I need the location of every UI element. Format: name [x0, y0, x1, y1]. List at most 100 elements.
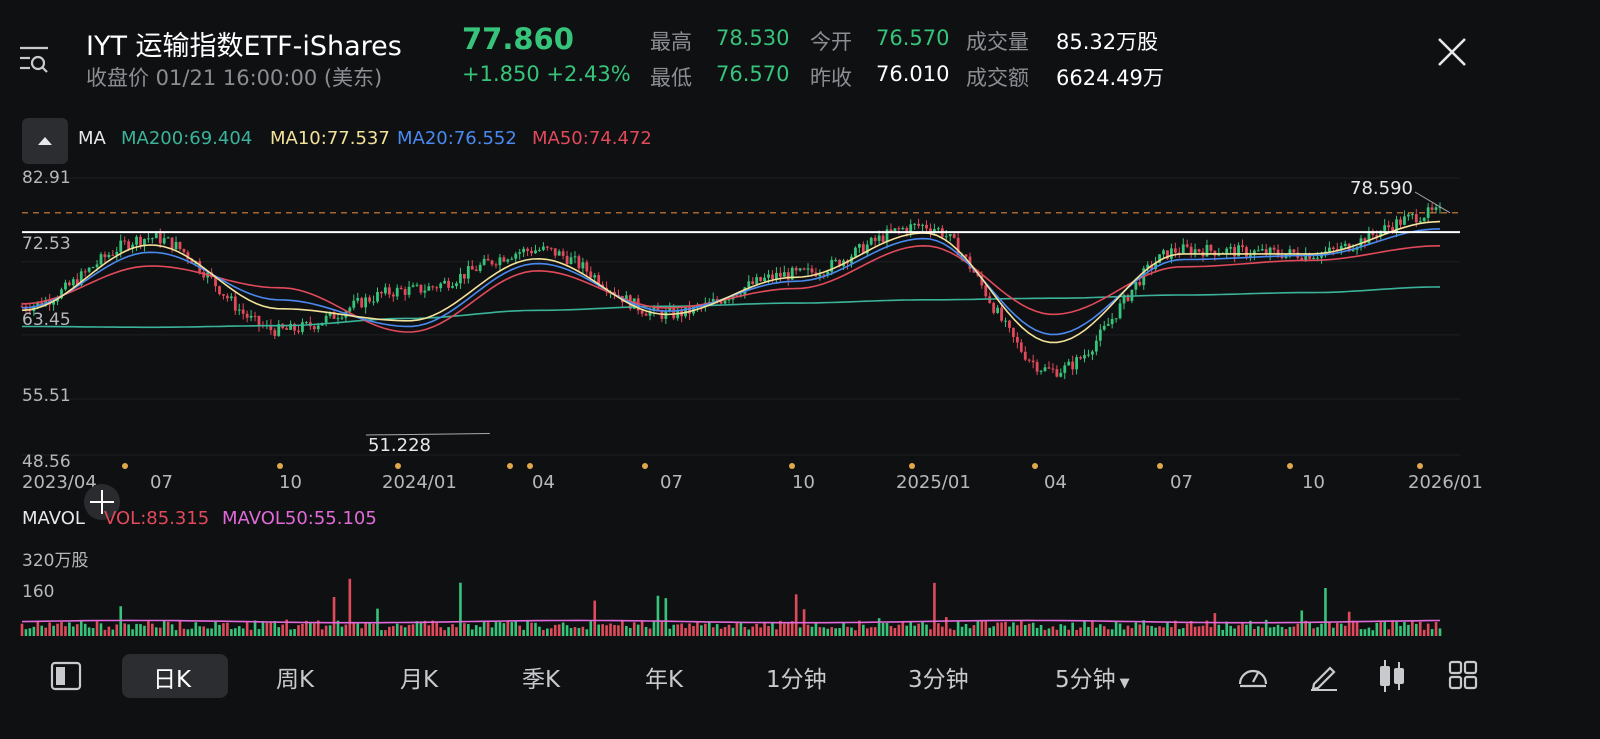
candlestick-icon[interactable] — [1376, 658, 1408, 694]
volume-bar — [143, 625, 146, 636]
volume-bar — [747, 629, 751, 636]
volume-bar — [249, 629, 253, 636]
candle-body — [719, 301, 723, 304]
volume-chart[interactable] — [0, 530, 1600, 640]
volume-bar — [40, 625, 44, 636]
volume-bar — [865, 628, 869, 636]
candle-body — [727, 299, 731, 301]
candle-body — [1102, 325, 1106, 330]
candle-body — [1114, 318, 1118, 320]
vol-axis-label: 160 — [22, 582, 55, 602]
candle-body — [944, 236, 948, 238]
volume-bar — [636, 624, 640, 636]
volume-bar — [147, 621, 150, 636]
candle-body — [466, 266, 470, 279]
volume-bar — [328, 625, 332, 636]
grid-icon[interactable] — [1448, 660, 1478, 690]
candle-body — [1043, 367, 1047, 371]
candle-body — [735, 295, 739, 297]
candle-body — [794, 267, 798, 271]
volume-bar — [1197, 626, 1201, 636]
sidebar-toggle-icon[interactable] — [50, 660, 82, 692]
volume-bar — [553, 624, 557, 636]
candle-body — [1000, 307, 1003, 321]
period-tab-day[interactable]: 日K — [153, 667, 192, 693]
period-tab-year[interactable]: 年K — [645, 667, 684, 693]
vol-value: VOL:85.315 — [104, 508, 210, 529]
period-tab-quarter[interactable]: 季K — [522, 667, 561, 693]
volume-bar — [783, 623, 786, 636]
volume-bar — [1043, 629, 1047, 636]
volume-bar — [1430, 629, 1434, 636]
period-tab-1min[interactable]: 1分钟 — [766, 667, 827, 693]
date-axis-label: 04 — [1044, 472, 1067, 493]
period-tab-5min[interactable]: 5分钟 ▼ — [1055, 660, 1130, 694]
volume-bar — [226, 622, 229, 636]
volume-bar — [830, 627, 834, 636]
volume-bar — [850, 627, 853, 636]
volume-bar — [885, 622, 889, 636]
price-chart[interactable] — [0, 160, 1600, 470]
close-icon[interactable] — [1436, 36, 1468, 68]
low-leader-line — [365, 432, 490, 436]
candle-body — [1367, 231, 1371, 244]
volume-bar — [601, 624, 604, 636]
volume-bar — [1237, 625, 1240, 636]
pencil-icon[interactable] — [1308, 660, 1340, 692]
collapse-arrow-icon[interactable] — [22, 118, 68, 164]
candle-body — [1205, 244, 1209, 257]
candle-body — [782, 272, 786, 277]
volume-bar — [696, 621, 699, 636]
candle-body — [917, 223, 921, 226]
volume-bar — [901, 621, 905, 636]
candle-body — [996, 307, 1000, 313]
volume-bar — [1095, 627, 1098, 636]
period-tab-month[interactable]: 月K — [400, 667, 439, 693]
crosshair-icon[interactable] — [84, 484, 120, 520]
candle-body — [1012, 327, 1015, 337]
candle-body — [1430, 207, 1434, 210]
volume-bar — [656, 595, 660, 636]
volume-bar — [1245, 624, 1248, 636]
period-tab-3min[interactable]: 3分钟 — [908, 667, 969, 693]
candle-body — [158, 233, 162, 244]
volume-bar — [83, 623, 87, 636]
candle-body — [304, 322, 308, 324]
menu-search-icon[interactable] — [18, 44, 50, 76]
candle-body — [1292, 249, 1296, 253]
volume-bar — [842, 622, 845, 636]
candle-body — [67, 282, 71, 286]
volume-bar — [439, 627, 442, 636]
candle-body — [861, 244, 865, 254]
price-axis-label: 55.51 — [22, 386, 71, 406]
stat-label-turnover: 成交额 — [966, 66, 1029, 90]
candle-body — [881, 235, 885, 243]
volume-bar — [388, 626, 391, 636]
candle-body — [383, 287, 387, 294]
volume-bar — [407, 624, 411, 636]
volume-bar — [1004, 621, 1007, 636]
candle-body — [202, 271, 206, 278]
candle-body — [581, 262, 585, 269]
ma200-value: MA200:69.404 — [121, 128, 253, 149]
gauge-icon[interactable] — [1236, 660, 1270, 692]
volume-bar — [1166, 622, 1169, 636]
stat-label-volume: 成交量 — [966, 30, 1029, 54]
candle-body — [123, 240, 127, 242]
candle-body — [925, 224, 928, 229]
candle-body — [980, 275, 984, 286]
volume-bar — [297, 625, 300, 636]
volume-bar — [585, 629, 589, 636]
volume-bar — [826, 628, 830, 636]
period-tab-week[interactable]: 周K — [276, 667, 315, 693]
volume-bar — [1391, 620, 1394, 636]
volume-bar — [399, 625, 403, 636]
volume-bar — [87, 627, 91, 636]
volume-bar — [790, 621, 794, 636]
low-annotation: 51.228 — [368, 435, 431, 456]
candle-body — [913, 223, 917, 225]
candle-body — [573, 256, 577, 258]
volume-bar — [1288, 626, 1292, 636]
volume-bar — [1438, 628, 1442, 636]
volume-bar — [60, 621, 63, 636]
